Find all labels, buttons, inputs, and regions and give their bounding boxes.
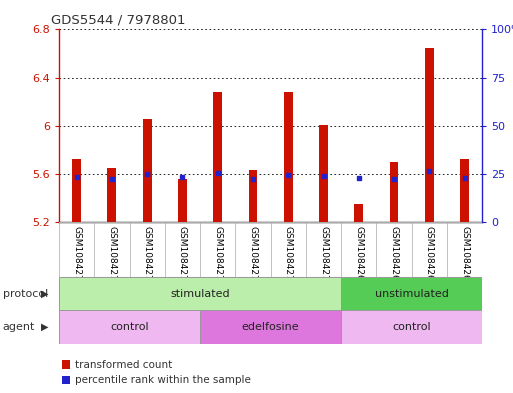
- Bar: [200, 310, 341, 344]
- Text: ▶: ▶: [41, 322, 49, 332]
- Text: transformed count: transformed count: [75, 360, 172, 370]
- Text: stimulated: stimulated: [170, 289, 230, 299]
- Text: unstimulated: unstimulated: [374, 289, 449, 299]
- Bar: [284, 92, 292, 222]
- Bar: [460, 160, 469, 222]
- Text: control: control: [110, 322, 149, 332]
- Bar: [143, 119, 151, 222]
- Text: edelfosine: edelfosine: [242, 322, 300, 332]
- Bar: [108, 168, 116, 222]
- Text: GSM1084272: GSM1084272: [72, 226, 81, 287]
- Text: ▶: ▶: [41, 289, 49, 299]
- Bar: [341, 310, 482, 344]
- Bar: [213, 92, 222, 222]
- Text: GDS5544 / 7978801: GDS5544 / 7978801: [50, 14, 185, 27]
- Text: agent: agent: [3, 322, 35, 332]
- Text: GSM1084277: GSM1084277: [248, 226, 258, 287]
- Text: GSM1084275: GSM1084275: [178, 226, 187, 287]
- Text: GSM1084261: GSM1084261: [389, 226, 399, 287]
- Bar: [72, 160, 81, 222]
- Text: percentile rank within the sample: percentile rank within the sample: [75, 375, 251, 386]
- Bar: [249, 170, 258, 222]
- Bar: [390, 162, 399, 222]
- Text: GSM1084279: GSM1084279: [319, 226, 328, 287]
- Text: GSM1084278: GSM1084278: [284, 226, 293, 287]
- Text: protocol: protocol: [3, 289, 48, 299]
- Bar: [341, 277, 482, 310]
- Bar: [178, 179, 187, 222]
- Text: GSM1084274: GSM1084274: [143, 226, 152, 287]
- Text: GSM1084276: GSM1084276: [213, 226, 222, 287]
- Text: GSM1084260: GSM1084260: [354, 226, 363, 287]
- Text: GSM1084262: GSM1084262: [425, 226, 434, 287]
- Bar: [59, 277, 341, 310]
- Text: control: control: [392, 322, 431, 332]
- Bar: [354, 204, 363, 222]
- Text: GSM1084273: GSM1084273: [107, 226, 116, 287]
- Text: GSM1084263: GSM1084263: [460, 226, 469, 287]
- Bar: [59, 310, 200, 344]
- Bar: [425, 48, 433, 222]
- Bar: [319, 125, 328, 222]
